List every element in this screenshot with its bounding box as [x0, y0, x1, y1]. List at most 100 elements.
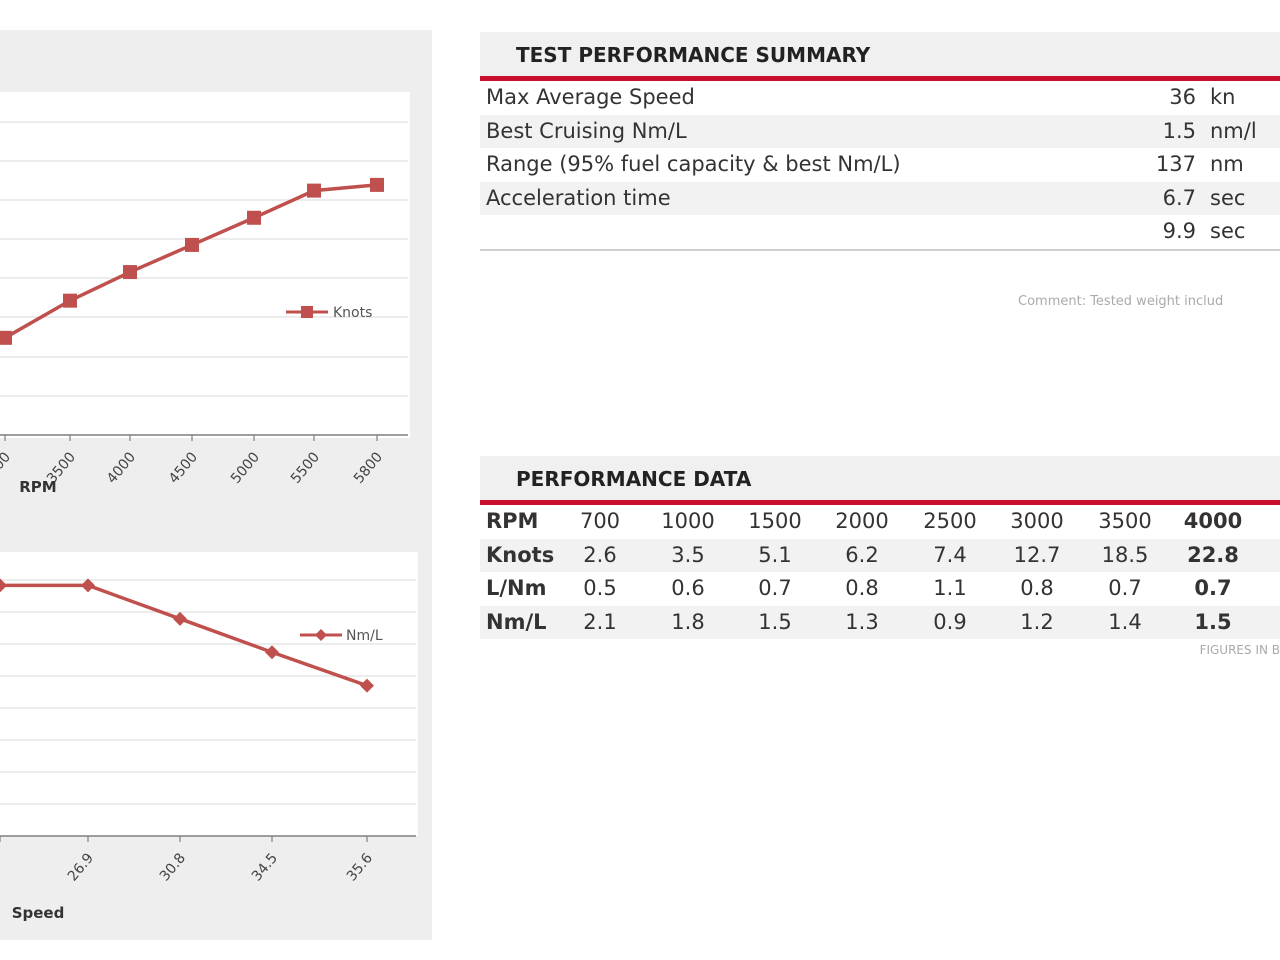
- summary-table: Max Average Speed 36 kn Best Cruising Nm/L 1…: [480, 81, 1280, 249]
- performance-cell: 3500: [1098, 509, 1152, 533]
- x-tick-label: 26.9: [65, 850, 97, 884]
- legend-marker: [315, 629, 327, 641]
- performance-row-header: Knots: [486, 542, 555, 567]
- performance-cell: 1.4: [1108, 609, 1142, 634]
- summary-unit: kn: [1210, 85, 1236, 109]
- plot-area: [0, 552, 418, 836]
- legend-label: Knots: [333, 305, 372, 321]
- performance-cell: 22.8: [1187, 542, 1239, 567]
- performance-cell: 5.1: [758, 542, 792, 567]
- x-tick-label: 5500: [288, 449, 323, 487]
- summary-label: Max Average Speed: [486, 85, 695, 109]
- summary-value: 6.7: [1162, 185, 1196, 210]
- summary-label: Best Cruising Nm/L: [486, 118, 687, 143]
- data-point: [123, 265, 137, 280]
- performance-cell: 1.3: [845, 609, 879, 634]
- x-tick-label: 30.8: [157, 850, 189, 884]
- summary-row: Range (95% fuel capacity & best Nm/L) 137…: [480, 148, 1280, 182]
- performance-footer: FIGURES IN B: [480, 639, 1280, 659]
- summary-row: Best Cruising Nm/L 1.5 nm/l: [480, 114, 1280, 148]
- data-point: [307, 183, 321, 198]
- performance-cell: 700: [579, 509, 621, 533]
- performance-cell: 1000: [661, 509, 715, 533]
- summary-divider: [480, 248, 1280, 255]
- x-axis-title: Speed: [12, 904, 65, 922]
- summary-unit: nm: [1210, 152, 1244, 176]
- data-point: [247, 210, 261, 225]
- summary-title: TEST PERFORMANCE SUMMARY: [480, 32, 1280, 81]
- performance-cell: 12.7: [1013, 542, 1061, 567]
- performance-table: RPM 700 1000 1500 2000 2500 3000 3500 4000 Knots 2…: [480, 505, 1280, 639]
- performance-cell: 3000: [1010, 509, 1064, 533]
- x-tick-label: 35.6: [344, 850, 376, 884]
- performance-cell: 1.5: [1194, 609, 1232, 634]
- x-axis-title: RPM: [19, 478, 56, 496]
- performance-cell: 1.8: [671, 609, 705, 634]
- legend-marker: [301, 306, 313, 318]
- x-tick-label: 34.5: [249, 850, 281, 884]
- performance-cell: 0.8: [845, 576, 879, 600]
- performance-cell: 2000: [835, 509, 889, 533]
- summary-comment: Comment: Tested weight includ: [1018, 294, 1224, 309]
- performance-cell: 1.1: [933, 576, 967, 600]
- summary-row: Acceleration time 6.7 sec: [480, 181, 1280, 215]
- performance-title: PERFORMANCE DATA: [480, 456, 1280, 505]
- x-tick-label: 4000: [104, 449, 139, 487]
- data-point: [370, 177, 384, 192]
- performance-row: Nm/L 2.1 1.8 1.5 1.3 0.9 1.2 1.4 1.5: [480, 605, 1280, 639]
- data-point: [265, 645, 279, 660]
- summary-label: Range (95% fuel capacity & best Nm/L): [486, 152, 901, 176]
- performance-cell: 1.5: [758, 609, 792, 634]
- performance-cell: 7.4: [933, 542, 967, 567]
- charts-panel: 00 3500 4000 4500 5000 5500 5800 Knots RPM 26.…: [0, 30, 432, 940]
- performance-cell: 1.2: [1020, 609, 1054, 634]
- summary-unit: sec: [1210, 185, 1246, 210]
- summary-value: 137: [1155, 152, 1196, 176]
- x-tick-label: 00: [0, 449, 14, 473]
- performance-cell: 18.5: [1101, 542, 1149, 567]
- performance-cell: 2500: [923, 509, 977, 533]
- data-point: [185, 237, 199, 252]
- summary-unit: nm/l: [1210, 118, 1257, 143]
- performance-cell: 0.6: [671, 576, 705, 600]
- performance-cell: 3.5: [671, 542, 705, 567]
- performance-cell: 2.6: [583, 542, 617, 567]
- summary-row: Max Average Speed 36 kn: [480, 81, 1280, 115]
- x-tick-label: 5800: [351, 449, 386, 487]
- data-point: [360, 678, 374, 693]
- performance-cell: 0.7: [1108, 576, 1142, 600]
- x-tick-label: 5000: [228, 449, 263, 487]
- summary-row: 9.9 sec: [480, 215, 1280, 249]
- nmpl-vs-speed-chart: 26.9 30.8 34.5 35.6 Nm/L Speed: [0, 552, 418, 922]
- performance-cell: 0.5: [583, 576, 617, 600]
- summary-label: Acceleration time: [486, 185, 671, 210]
- performance-row-header: L/Nm: [486, 576, 547, 600]
- performance-cell: 6.2: [845, 542, 879, 567]
- data-point: [63, 293, 77, 308]
- performance-cell: 0.9: [933, 609, 967, 634]
- summary-unit: sec: [1210, 219, 1246, 243]
- performance-row: Knots 2.6 3.5 5.1 6.2 7.4 12.7 18.5 22.8: [480, 538, 1280, 572]
- legend-label: Nm/L: [346, 628, 383, 644]
- plot-area: [0, 92, 410, 438]
- data-point: [0, 578, 7, 593]
- data-point: [0, 330, 12, 345]
- x-tick-label: 4500: [166, 449, 201, 487]
- data-point: [81, 578, 95, 593]
- summary-value: 1.5: [1162, 118, 1196, 143]
- performance-data: PERFORMANCE DATA RPM 700 1000 1500 2000 2500 3…: [480, 456, 1280, 659]
- test-performance-summary: TEST PERFORMANCE SUMMARY Max Average Spe…: [480, 32, 1280, 309]
- performance-row: L/Nm 0.5 0.6 0.7 0.8 1.1 0.8 0.7 0.7: [480, 572, 1280, 606]
- knots-vs-rpm-chart: 00 3500 4000 4500 5000 5500 5800 Knots RPM: [0, 92, 410, 496]
- performance-row: RPM 700 1000 1500 2000 2500 3000 3500 4000: [480, 505, 1280, 539]
- performance-cell: 0.7: [758, 576, 792, 600]
- performance-cell: 4000: [1183, 509, 1243, 533]
- data-point: [173, 611, 187, 626]
- summary-value: 9.9: [1162, 219, 1196, 243]
- performance-cell: 2.1: [583, 609, 617, 634]
- performance-cell: 0.8: [1020, 576, 1054, 600]
- performance-row-header: Nm/L: [486, 609, 547, 634]
- performance-cell: 1500: [748, 509, 802, 533]
- performance-note: FIGURES IN B: [1199, 643, 1280, 657]
- performance-row-header: RPM: [486, 509, 539, 533]
